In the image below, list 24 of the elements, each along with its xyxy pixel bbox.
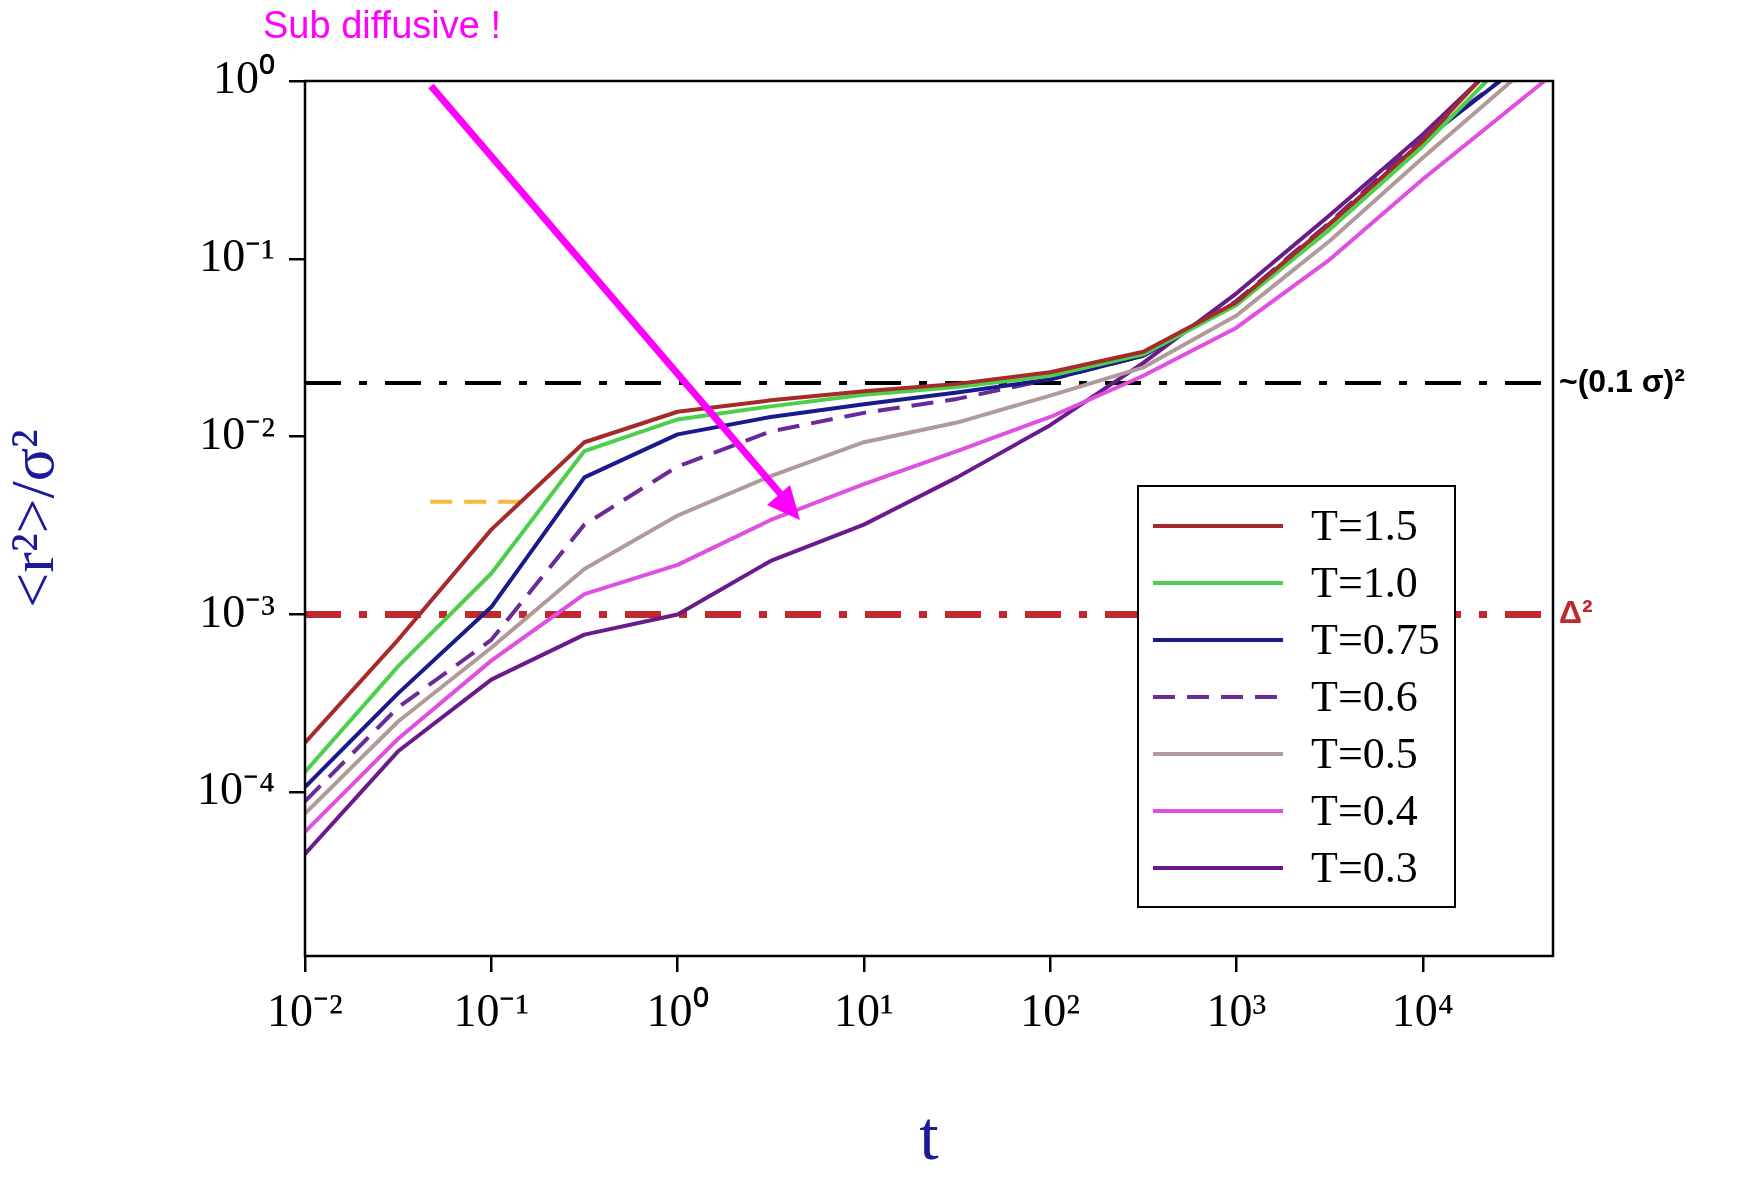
legend-label: T=0.5 — [1311, 728, 1418, 779]
x-tick-label: 10³ — [1206, 984, 1267, 1036]
legend-label: T=1.0 — [1311, 557, 1418, 608]
legend-label: T=1.5 — [1311, 500, 1418, 551]
y-axis-title: <r²>/σ² — [0, 429, 67, 608]
legend-label: T=0.6 — [1311, 671, 1418, 722]
legend-label: T=0.4 — [1311, 785, 1418, 836]
y-tick-label: 10⁰ — [213, 52, 275, 104]
y-tick-label: 10⁻² — [199, 407, 275, 459]
legend-label: T=0.3 — [1311, 842, 1418, 893]
y-tick-label: 10⁻⁴ — [196, 763, 275, 815]
legend-label: T=0.75 — [1311, 614, 1440, 665]
ref-line-label: ~(0.1 σ)² — [1559, 362, 1685, 399]
y-tick-label: 10⁻³ — [199, 585, 275, 637]
x-tick-label: 10⁻² — [267, 984, 343, 1036]
x-tick-label: 10⁰ — [646, 984, 709, 1036]
x-tick-label: 10² — [1020, 984, 1081, 1036]
ref-line-label: Δ² — [1559, 594, 1593, 631]
x-tick-label: 10⁻¹ — [453, 984, 530, 1036]
x-tick-label: 10⁴ — [1391, 984, 1454, 1036]
x-axis-title: t — [919, 1097, 940, 1175]
text: Sub diffusive ! — [263, 4, 502, 47]
x-tick-label: 10¹ — [833, 984, 894, 1036]
y-tick-label: 10⁻¹ — [199, 229, 275, 281]
